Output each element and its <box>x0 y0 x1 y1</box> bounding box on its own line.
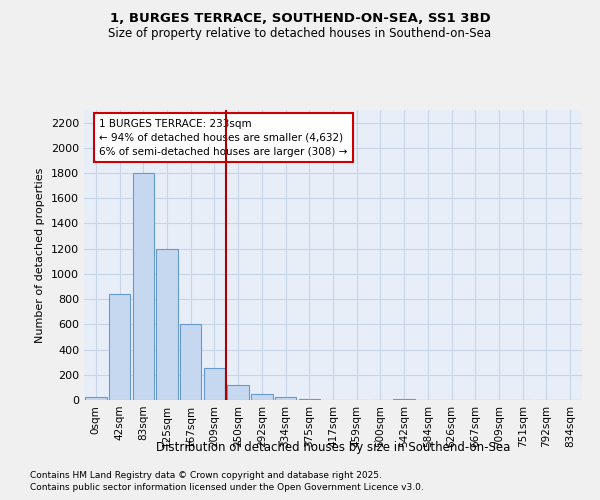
Bar <box>133 173 154 400</box>
Bar <box>85 397 107 400</box>
Bar <box>109 294 130 400</box>
Bar <box>180 324 202 400</box>
Bar <box>275 398 296 400</box>
Text: 1, BURGES TERRACE, SOUTHEND-ON-SEA, SS1 3BD: 1, BURGES TERRACE, SOUTHEND-ON-SEA, SS1 … <box>110 12 490 26</box>
Bar <box>227 385 249 400</box>
Bar <box>251 394 272 400</box>
Text: 1 BURGES TERRACE: 233sqm
← 94% of detached houses are smaller (4,632)
6% of semi: 1 BURGES TERRACE: 233sqm ← 94% of detach… <box>99 118 347 156</box>
Bar <box>204 368 225 400</box>
Bar <box>157 248 178 400</box>
Text: Size of property relative to detached houses in Southend-on-Sea: Size of property relative to detached ho… <box>109 28 491 40</box>
Text: Contains HM Land Registry data © Crown copyright and database right 2025.: Contains HM Land Registry data © Crown c… <box>30 472 382 480</box>
Text: Distribution of detached houses by size in Southend-on-Sea: Distribution of detached houses by size … <box>156 441 510 454</box>
Y-axis label: Number of detached properties: Number of detached properties <box>35 168 46 342</box>
Text: Contains public sector information licensed under the Open Government Licence v3: Contains public sector information licen… <box>30 483 424 492</box>
